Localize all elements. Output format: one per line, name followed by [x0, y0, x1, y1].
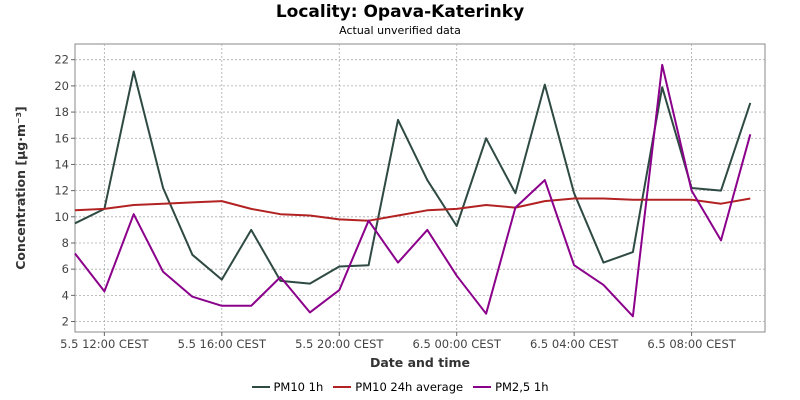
legend-swatch-pm25-1h — [473, 386, 492, 388]
x-tick-label: 6.5 00:00 CEST — [413, 337, 502, 351]
y-tick-label: 10 — [54, 210, 69, 224]
y-tick-label: 20 — [54, 79, 69, 93]
x-tick-label: 5.5 12:00 CEST — [60, 337, 149, 351]
x-tick-label: 5.5 20:00 CEST — [295, 337, 384, 351]
y-tick-label: 4 — [62, 288, 69, 302]
legend-item-pm10-1h: PM10 1h — [251, 380, 324, 394]
series-group — [74, 63, 752, 318]
x-tick-label: 6.5 08:00 CEST — [647, 337, 736, 351]
x-tick-label: 6.5 04:00 CEST — [530, 337, 619, 351]
y-tick-label: 22 — [54, 53, 69, 67]
legend-item-pm25-1h: PM2,5 1h — [473, 380, 549, 394]
y-tick-label: 6 — [62, 262, 69, 276]
legend-swatch-pm10-24h — [333, 386, 352, 388]
legend: PM10 1h PM10 24h average PM2,5 1h — [0, 380, 800, 394]
y-axis: 2 4 6 8 10 12 14 16 18 20 22 — [54, 53, 75, 329]
series-line-0 — [74, 70, 752, 285]
legend-item-pm10-24h: PM10 24h average — [333, 380, 463, 394]
legend-label: PM2,5 1h — [495, 380, 549, 394]
legend-label: PM10 24h average — [355, 380, 464, 394]
y-tick-label: 12 — [54, 184, 69, 198]
x-axis: 5.5 12:00 CEST 5.5 16:00 CEST 5.5 20:00 CE… — [60, 332, 737, 351]
x-axis-label: Date and time — [370, 355, 470, 370]
y-axis-label: Concentration [µg·m⁻³] — [13, 106, 28, 270]
chart-subtitle: Actual unverified data — [339, 24, 461, 37]
chart-title: Locality: Opava-Katerinky — [275, 2, 525, 22]
y-tick-label: 8 — [62, 236, 69, 250]
series-line-2 — [74, 63, 752, 318]
y-tick-label: 18 — [54, 105, 69, 119]
y-tick-label: 16 — [54, 131, 69, 145]
plot-area — [74, 43, 766, 333]
legend-swatch-pm10-1h — [251, 386, 270, 388]
y-tick-label: 14 — [54, 157, 69, 171]
x-tick-label: 5.5 16:00 CEST — [178, 337, 267, 351]
series-line-1 — [74, 197, 751, 222]
legend-label: PM10 1h — [273, 380, 324, 394]
y-tick-label: 2 — [62, 315, 69, 329]
